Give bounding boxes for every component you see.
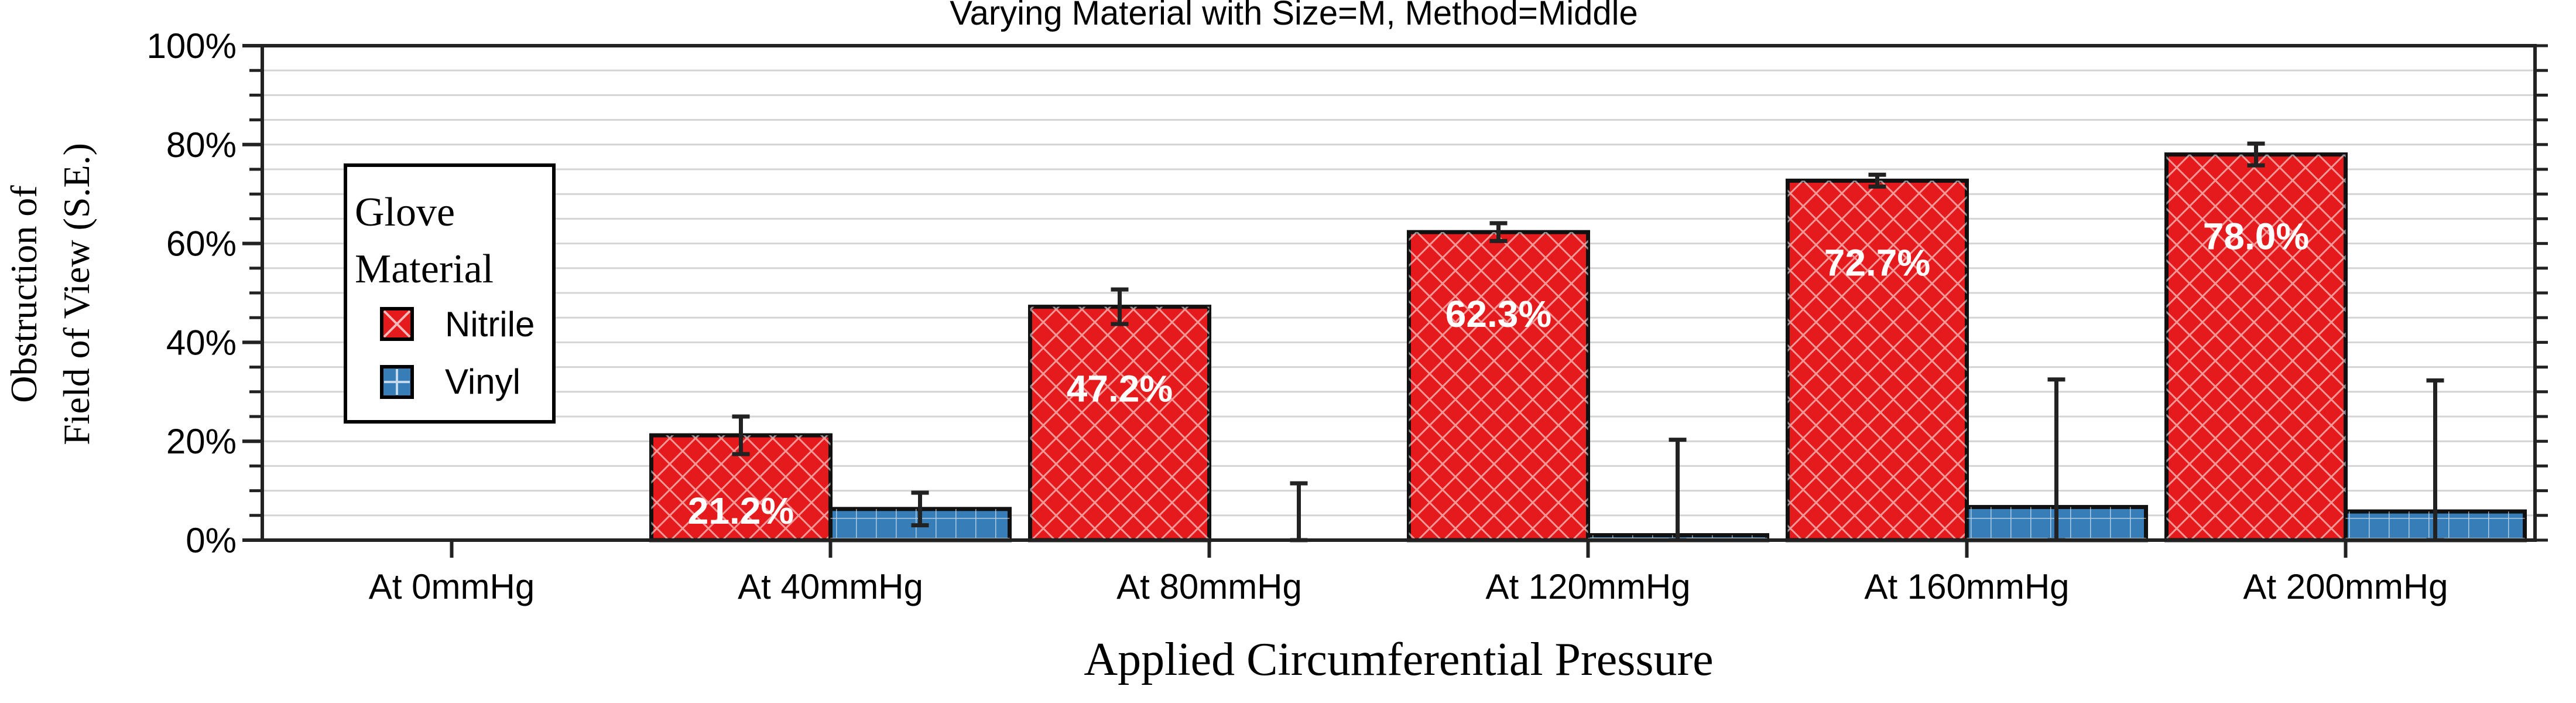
x-tick-label: At 0mmHg bbox=[369, 567, 535, 606]
legend: Glove Material Nitrile Vinyl bbox=[344, 163, 556, 424]
y-axis-label-line-2: Field of View (S.E.) bbox=[56, 143, 97, 445]
y-tick-label: 20% bbox=[166, 422, 237, 461]
legend-title-line-2: Material bbox=[355, 247, 494, 292]
y-tick-label: 80% bbox=[166, 125, 237, 165]
legend-label-vinyl: Vinyl bbox=[445, 362, 520, 401]
bar-pattern-nitrile bbox=[2166, 154, 2346, 540]
data-label-nitrile: 62.3% bbox=[1445, 293, 1551, 335]
x-tick-label: At 80mmHg bbox=[1116, 567, 1302, 606]
bar-pattern-nitrile bbox=[1787, 180, 1967, 540]
y-tick-label: 100% bbox=[147, 26, 237, 66]
legend-swatch-nitrile-hatch bbox=[383, 310, 411, 338]
x-tick-label: At 120mmHg bbox=[1485, 567, 1690, 606]
y-tick-label: 40% bbox=[166, 323, 237, 362]
y-axis-label-line-1: Obstruction of bbox=[3, 185, 44, 403]
data-label-nitrile: 78.0% bbox=[2203, 216, 2309, 258]
y-tick-label: 0% bbox=[186, 521, 237, 560]
y-tick-label: 60% bbox=[166, 224, 237, 264]
data-label-nitrile: 47.2% bbox=[1067, 368, 1173, 410]
x-axis-label: Applied Circumferential Pressure bbox=[1084, 634, 1713, 685]
x-tick-label: At 200mmHg bbox=[2243, 567, 2448, 606]
legend-swatch-vinyl-grid bbox=[384, 369, 410, 395]
data-label-nitrile: 21.2% bbox=[688, 490, 794, 532]
x-tick-label: At 40mmHg bbox=[738, 567, 923, 606]
chart-title: Varying Material with Size=M, Method=Mid… bbox=[950, 0, 1638, 32]
legend-label-nitrile: Nitrile bbox=[445, 305, 535, 344]
x-tick-label: At 160mmHg bbox=[1864, 567, 2069, 606]
legend-title-line-1: Glove bbox=[355, 190, 455, 235]
data-label-nitrile: 72.7% bbox=[1824, 241, 1930, 284]
bar-pattern-nitrile bbox=[1030, 306, 1210, 540]
bar-pattern-nitrile bbox=[1409, 232, 1588, 540]
